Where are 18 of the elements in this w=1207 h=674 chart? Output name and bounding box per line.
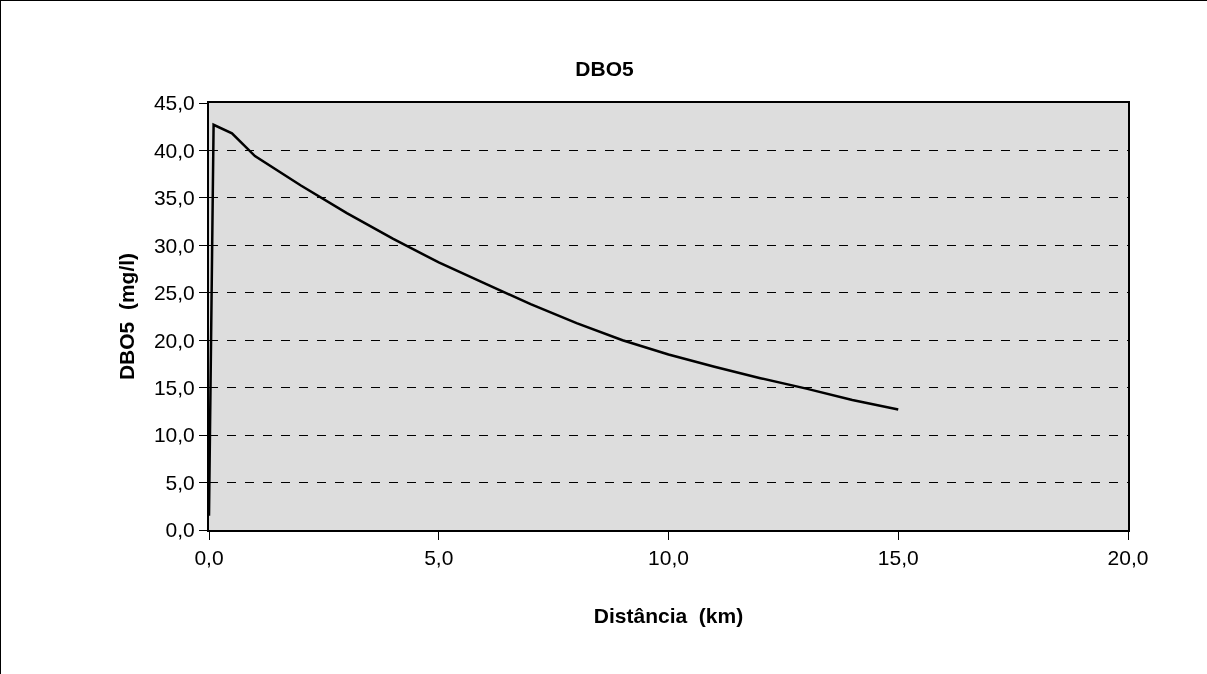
y-tick-label: 25,0 [153,281,195,305]
y-axis-title: DBO5 (mg/l) [114,252,138,381]
x-tick-label: 20,0 [1107,546,1149,570]
y-tick-label: 35,0 [153,186,195,210]
y-tick-label: 40,0 [153,138,195,162]
y-tick-label: 5,0 [165,470,195,494]
y-tick-label: 30,0 [153,233,195,257]
x-tick-label: 15,0 [877,546,919,570]
x-tick-label: 10,0 [648,546,689,570]
x-tick-label: 5,0 [424,546,454,570]
y-tick-label: 20,0 [153,328,195,352]
y-tick-label: 0,0 [165,518,195,542]
y-tick-label: 10,0 [153,423,195,447]
y-tick-label: 45,0 [153,91,195,115]
x-axis-title: Distância (km) [593,603,744,627]
chart-title: DBO5 [575,56,634,80]
y-tick-label: 15,0 [153,376,195,400]
x-tick-label: 0,0 [194,546,224,570]
